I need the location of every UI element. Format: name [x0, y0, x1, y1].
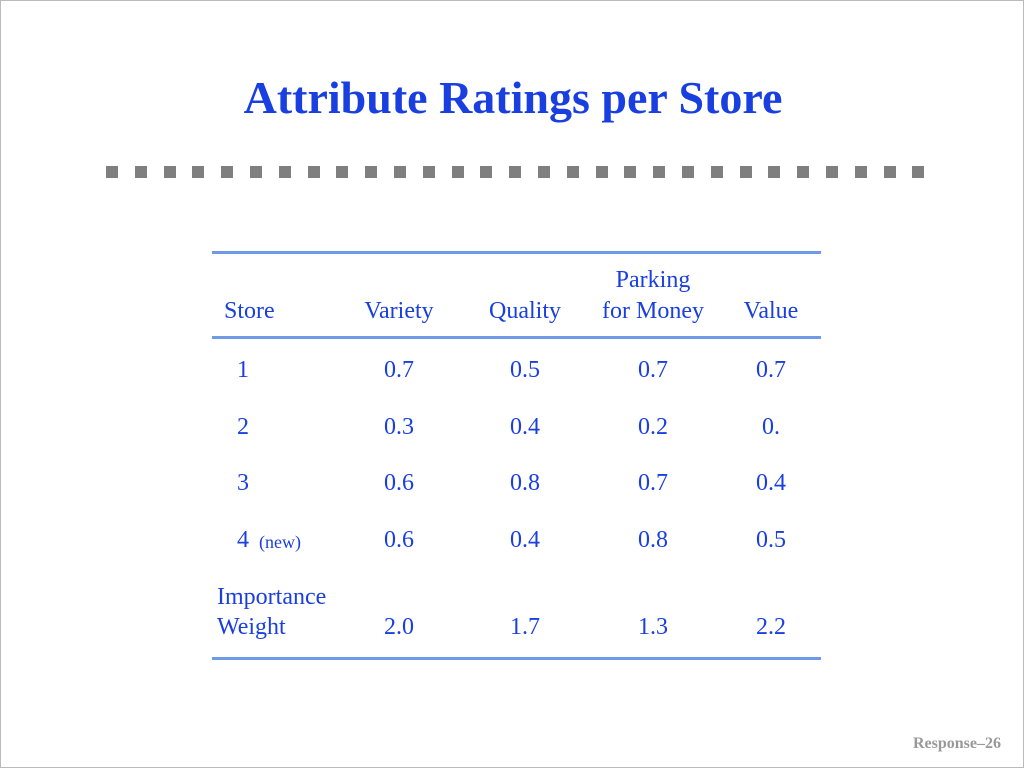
cell: 0.7 — [638, 470, 668, 496]
title: Attribute Ratings per Store — [243, 72, 783, 123]
column-header: for Money — [602, 298, 704, 324]
cell: 0.5 — [756, 526, 786, 553]
table-rule — [212, 657, 821, 660]
divider-square — [192, 166, 205, 178]
cell: 0.8 — [510, 470, 540, 496]
row-label: Importance — [217, 584, 327, 610]
cell: 0.2 — [638, 413, 668, 440]
divider-square — [163, 166, 176, 178]
cell: 2.2 — [756, 614, 786, 640]
column-header: Variety — [364, 298, 434, 324]
divider-square — [739, 166, 752, 178]
cell: 0.4 — [756, 470, 786, 496]
column-header: Parking — [615, 267, 691, 293]
cell: 0.8 — [638, 526, 668, 553]
divider-square — [768, 166, 781, 178]
divider-square — [912, 166, 925, 178]
cell: 0.5 — [510, 357, 540, 383]
cell: 0. — [762, 413, 780, 440]
divider-square — [221, 166, 234, 178]
divider-square — [883, 166, 896, 178]
divider-square — [566, 166, 579, 178]
cell: 1.3 — [638, 614, 668, 640]
divider-square — [624, 166, 637, 178]
cell: 0.7 — [384, 357, 414, 383]
divider-square — [480, 166, 493, 178]
divider-square — [365, 166, 378, 178]
column-header: Store — [224, 298, 275, 324]
divider-square — [682, 166, 694, 178]
cell: 0.7 — [756, 357, 786, 383]
cell: 0.4 — [510, 526, 540, 553]
cell: 1.7 — [510, 614, 540, 640]
divider-square — [307, 166, 320, 178]
store-label: 4 — [237, 526, 249, 553]
divider-square — [797, 166, 810, 178]
page-number: Response–26 — [912, 735, 1001, 752]
column-header: Quality — [489, 298, 561, 324]
cell: 0.6 — [384, 470, 414, 496]
cell: 0.3 — [384, 413, 414, 440]
divider-square — [250, 166, 262, 178]
divider-square — [278, 166, 291, 178]
store-label: 3 — [237, 470, 249, 496]
divider-square — [854, 166, 867, 178]
store-note: (new) — [259, 531, 301, 552]
cell: 2.0 — [384, 614, 414, 640]
store-label: 1 — [237, 357, 249, 383]
divider-square — [653, 166, 666, 178]
divider-square — [710, 166, 723, 178]
column-header: Value — [743, 298, 799, 324]
row-label: Weight — [217, 614, 286, 640]
cell: 0.6 — [384, 526, 414, 553]
divider-square — [826, 166, 838, 178]
divider-square — [422, 166, 435, 178]
cell: 0.7 — [638, 357, 668, 383]
table-rule — [212, 336, 821, 339]
divider-square — [538, 166, 550, 178]
divider-square — [509, 166, 522, 178]
divider-square — [106, 166, 118, 178]
divider-square — [451, 166, 464, 178]
store-label: 2 — [237, 413, 249, 440]
table-rule — [212, 251, 821, 254]
divider-square — [134, 166, 147, 178]
divider-square — [595, 166, 608, 178]
cell: 0.4 — [510, 413, 540, 440]
divider-square — [394, 166, 406, 178]
divider-square — [336, 166, 349, 178]
